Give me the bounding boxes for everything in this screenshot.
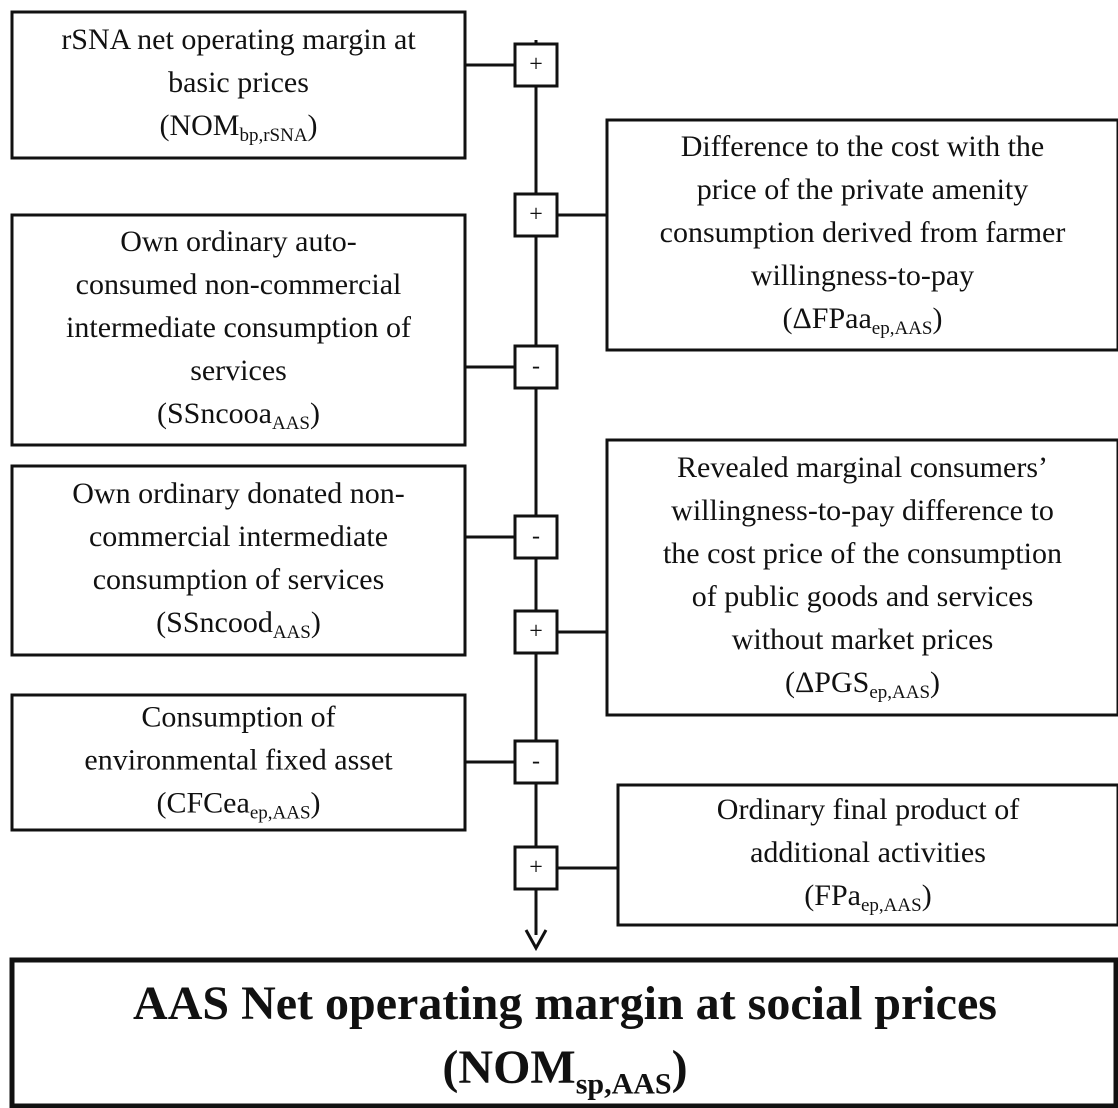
operator-box [513,344,559,390]
box-text: Consumption of [141,700,335,733]
formula-close: ) [672,1041,688,1094]
operator-box [513,845,559,891]
operator-box [513,514,559,560]
formula-subscript: ep,AAS [250,803,311,824]
formula-close: ) [311,606,321,639]
operator: - [532,749,540,775]
box-text: rSNA net operating margin at [61,23,416,56]
box [605,118,1118,352]
box [616,783,1118,927]
formula: (ΔFPaaep,AAS) [783,302,943,339]
formula: (ΔPGSep,AAS) [785,666,940,703]
box-text: intermediate consumption of [66,311,411,344]
arrow-head [524,929,548,952]
box-text: consumption derived from farmer [660,216,1066,249]
formula: (SSncooaAAS) [157,397,320,434]
formula-subscript: bp,rSNA [239,125,307,146]
box-text: Own ordinary donated non- [72,477,404,510]
operator-box [513,42,559,88]
operator: - [532,524,540,550]
box-text: services [190,354,287,387]
box-text: willingness-to-pay [751,259,974,292]
operator-box [513,192,559,238]
box [605,438,1118,717]
box-text: price of the private amenity [697,173,1029,206]
box-text: the cost price of the consumption [663,537,1062,570]
box-text: environmental fixed asset [84,743,393,776]
formula-subscript: sp,AAS [576,1067,672,1100]
formula-subscript: ep,AAS [872,318,933,339]
operator: + [529,202,543,228]
formula-close: ) [308,109,318,142]
operator: - [532,354,540,380]
operator: + [529,619,543,645]
formula-subscript: AAS [273,622,311,643]
formula-base: (CFCea [156,786,249,819]
box-text: Ordinary final product of [717,793,1019,826]
formula: (NOMsp,AAS) [442,1041,687,1100]
box-text: consumed non-commercial [76,268,402,301]
formula: (NOMbp,rSNA) [159,109,317,146]
box [10,693,467,832]
box-text: without market prices [732,623,994,656]
result-box [9,957,1118,1108]
formula: (SSncoodAAS) [156,606,321,643]
formula-base: (FPa [804,879,861,912]
formula-close: ) [310,397,320,430]
formula-subscript: ep,AAS [861,895,922,916]
operator-box [513,739,559,785]
formula-close: ) [311,786,321,819]
box [10,10,467,160]
operator: + [529,52,543,78]
formula-base: (ΔFPaa [783,302,872,335]
formula-base: (ΔPGS [785,666,869,699]
box [10,464,467,657]
box-text: consumption of services [93,563,385,596]
formula-base: (NOM [442,1041,575,1094]
formula-base: (SSncooa [157,397,272,430]
formula: (CFCeaep,AAS) [156,786,320,823]
box-text: AAS Net operating margin at social price… [133,977,997,1030]
box-text: willingness-to-pay difference to [671,494,1054,527]
box-text: Revealed marginal consumers’ [677,451,1048,484]
operator-box [513,609,559,655]
formula-base: (NOM [159,109,239,142]
formula-subscript: AAS [272,413,310,434]
formula-close: ) [933,302,943,335]
box-text: Own ordinary auto- [120,225,357,258]
box [10,213,467,447]
operator: + [529,855,543,881]
formula-close: ) [930,666,940,699]
box-text: commercial intermediate [89,520,388,553]
box-text: basic prices [168,66,309,99]
formula-close: ) [922,879,932,912]
formula: (FPaep,AAS) [804,879,931,916]
box-text: additional activities [750,836,986,869]
box-text: of public goods and services [692,580,1034,613]
box-text: Difference to the cost with the [681,130,1045,163]
formula-subscript: ep,AAS [869,682,930,703]
formula-base: (SSncood [156,606,273,639]
